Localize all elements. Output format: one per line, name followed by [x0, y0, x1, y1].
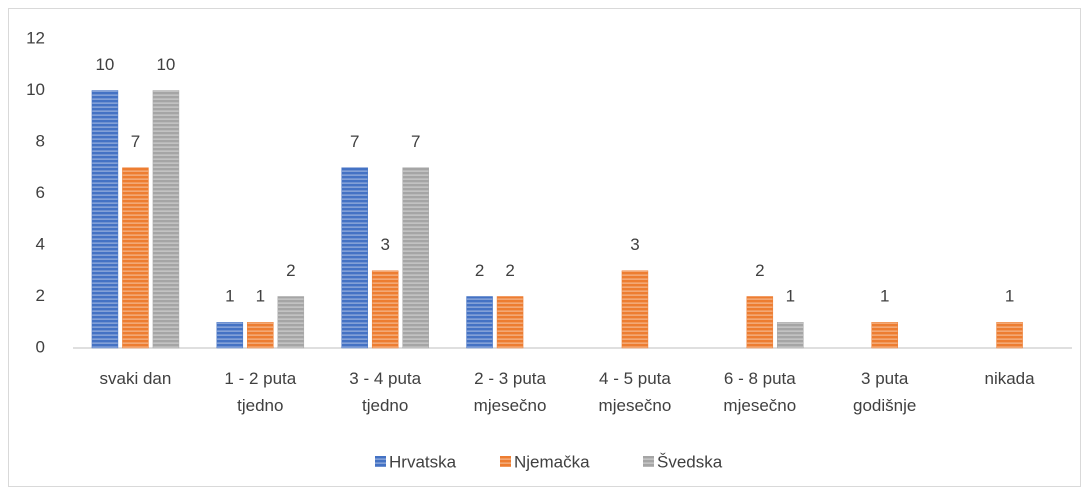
bar	[746, 296, 774, 349]
legend-swatch	[643, 456, 654, 467]
x-tick-label-line: mjesečno	[599, 396, 672, 415]
x-tick-label-line: nikada	[985, 369, 1036, 388]
y-tick-label: 4	[36, 234, 45, 253]
bar	[777, 322, 804, 349]
data-label: 10	[95, 55, 114, 74]
x-tick-label: 3 puta godišnje	[853, 369, 916, 415]
data-label: 1	[880, 287, 889, 306]
data-label: 2	[475, 261, 484, 280]
bar	[341, 167, 368, 349]
x-tick-label-line: tjedno	[237, 396, 283, 415]
legend-label: Švedska	[657, 452, 723, 471]
data-label: 2	[755, 261, 764, 280]
legend-swatch	[500, 456, 511, 467]
bar	[496, 296, 524, 349]
bar	[466, 296, 493, 349]
data-label: 7	[411, 132, 420, 151]
data-label: 3	[380, 235, 389, 254]
data-label: 2	[286, 261, 295, 280]
y-tick-label: 12	[26, 28, 45, 47]
bar	[216, 322, 244, 349]
data-label: 7	[131, 132, 140, 151]
x-tick-label: 3 - 4 puta tjedno	[349, 369, 421, 415]
y-tick-label: 2	[36, 286, 45, 305]
bar	[621, 270, 649, 349]
x-tick-label: nikada	[985, 369, 1036, 388]
data-label: 1	[256, 287, 265, 306]
x-tick-label-line: 4 - 5 puta	[599, 369, 671, 388]
data-label: 3	[630, 235, 639, 254]
y-tick-label: 6	[36, 183, 45, 202]
bar	[996, 322, 1023, 349]
bar	[402, 167, 429, 349]
bar	[277, 296, 305, 349]
x-tick-label: 2 - 3 puta mjesečno	[474, 369, 547, 415]
x-tick-label-line: 6 - 8 puta	[724, 369, 796, 388]
x-tick-label: 4 - 5 puta mjesečno	[599, 369, 672, 415]
data-label: 1	[225, 287, 234, 306]
data-label: 2	[505, 261, 514, 280]
x-tick-label-line: tjedno	[362, 396, 408, 415]
bar	[152, 90, 180, 349]
x-tick-label: 6 - 8 puta mjesečno	[723, 369, 796, 415]
x-tick-label-line: 2 - 3 puta	[474, 369, 546, 388]
y-tick-label: 10	[26, 80, 45, 99]
x-tick-label-line: mjesečno	[723, 396, 796, 415]
x-tick-label-line: 3 - 4 puta	[349, 369, 421, 388]
x-tick-label-line: mjesečno	[474, 396, 547, 415]
legend-label: Hrvatska	[389, 452, 457, 471]
chart-border	[8, 8, 1081, 487]
bar	[122, 167, 149, 349]
legend-label: Njemačka	[514, 452, 590, 471]
y-tick-label: 8	[36, 131, 45, 150]
legend-swatch	[375, 456, 386, 467]
x-tick-label-line: svaki dan	[100, 369, 172, 388]
bar	[247, 322, 274, 349]
bar	[871, 322, 898, 349]
x-tick-label-line: godišnje	[853, 396, 916, 415]
x-tick-label-line: 3 puta	[861, 369, 909, 388]
data-label: 10	[156, 55, 175, 74]
y-tick-label: 0	[36, 337, 45, 356]
x-tick-label-line: 1 - 2 puta	[224, 369, 296, 388]
x-tick-label: 1 - 2 puta tjedno	[224, 369, 296, 415]
data-label: 7	[350, 132, 359, 151]
x-tick-label: svaki dan	[100, 369, 172, 388]
data-label: 1	[1005, 287, 1014, 306]
bar	[91, 90, 119, 349]
data-label: 1	[786, 287, 795, 306]
bar	[371, 270, 399, 349]
